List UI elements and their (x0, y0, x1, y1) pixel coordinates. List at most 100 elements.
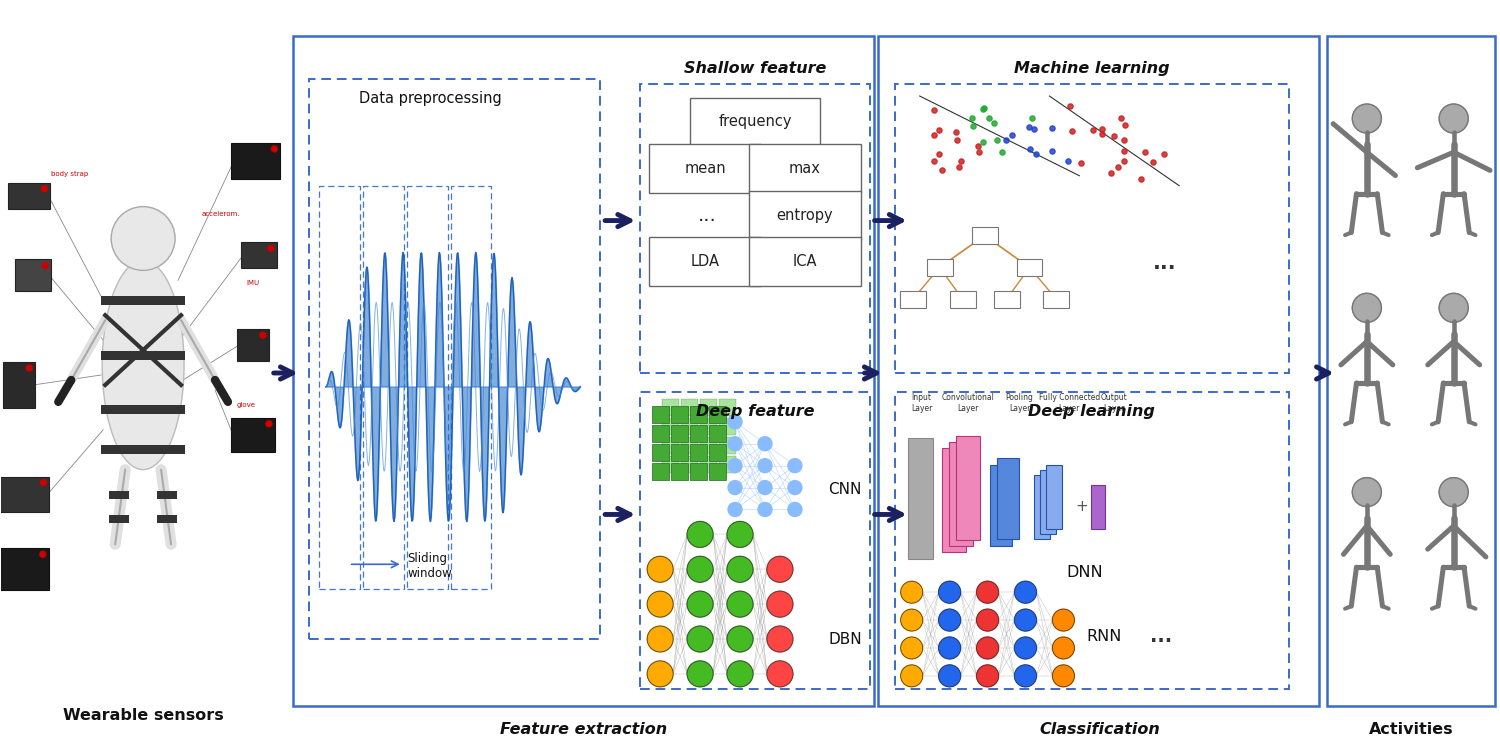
FancyBboxPatch shape (748, 191, 861, 240)
Point (976, 112, 1000, 124)
Circle shape (646, 626, 674, 652)
Circle shape (728, 503, 742, 516)
Circle shape (900, 637, 922, 659)
Bar (681, 456, 698, 472)
Circle shape (40, 480, 46, 486)
Point (970, 136, 994, 148)
FancyBboxPatch shape (15, 259, 51, 291)
Point (1082, 124, 1106, 136)
Point (922, 129, 946, 141)
Circle shape (687, 626, 712, 652)
Circle shape (728, 557, 753, 582)
Circle shape (788, 481, 802, 495)
Bar (878, 37, 1318, 706)
FancyBboxPatch shape (100, 405, 184, 414)
Text: Deep learning: Deep learning (1029, 404, 1155, 419)
Text: mean: mean (684, 161, 726, 177)
Bar (681, 399, 698, 416)
Bar (710, 406, 726, 423)
Point (966, 140, 990, 152)
Bar (690, 444, 706, 460)
Text: Wearable sensors: Wearable sensors (63, 708, 223, 723)
Bar (1035, 475, 1050, 539)
Text: +: + (1076, 499, 1088, 514)
Circle shape (42, 186, 48, 191)
Text: Feature extraction: Feature extraction (500, 722, 668, 737)
Bar (406, 186, 447, 589)
Bar (710, 463, 726, 480)
FancyBboxPatch shape (1017, 259, 1042, 276)
FancyBboxPatch shape (9, 183, 51, 209)
FancyBboxPatch shape (158, 490, 177, 498)
Point (930, 164, 954, 176)
Circle shape (900, 609, 922, 631)
Bar (1092, 484, 1106, 530)
Text: DNN: DNN (1066, 565, 1102, 580)
Point (972, 102, 996, 114)
Bar (640, 392, 870, 689)
Point (1106, 161, 1130, 173)
Circle shape (900, 665, 922, 687)
Point (927, 124, 951, 136)
Circle shape (1053, 665, 1074, 687)
Bar (700, 399, 717, 416)
Bar (710, 425, 726, 442)
Circle shape (27, 365, 33, 371)
Bar (894, 84, 1288, 373)
Bar (363, 186, 404, 589)
Circle shape (766, 557, 794, 582)
FancyBboxPatch shape (231, 418, 274, 451)
Circle shape (939, 609, 960, 631)
Bar (681, 418, 698, 435)
Circle shape (728, 459, 742, 472)
Circle shape (272, 146, 278, 152)
Point (1110, 112, 1134, 124)
Circle shape (728, 415, 742, 429)
Text: entropy: entropy (777, 208, 832, 223)
Point (1112, 134, 1136, 146)
Point (1023, 123, 1047, 135)
Bar (718, 418, 736, 435)
Point (1113, 119, 1137, 131)
Text: RNN: RNN (1086, 629, 1122, 644)
Text: accelerom.: accelerom. (201, 211, 240, 217)
Text: CNN: CNN (828, 482, 861, 497)
Circle shape (687, 592, 712, 617)
Text: LDA: LDA (690, 254, 720, 269)
Circle shape (42, 262, 48, 268)
Point (1060, 125, 1084, 137)
Circle shape (976, 609, 999, 631)
Point (1040, 145, 1064, 157)
Point (1112, 145, 1136, 157)
FancyBboxPatch shape (927, 259, 952, 276)
FancyBboxPatch shape (100, 296, 184, 305)
Circle shape (266, 421, 272, 427)
Bar (292, 37, 874, 706)
Bar (948, 442, 972, 546)
FancyBboxPatch shape (748, 237, 861, 286)
Bar (670, 444, 688, 460)
FancyBboxPatch shape (110, 490, 129, 498)
Bar (996, 457, 1018, 539)
Bar (662, 456, 680, 472)
FancyBboxPatch shape (993, 291, 1020, 308)
Circle shape (687, 522, 712, 548)
Bar (662, 418, 680, 435)
Circle shape (260, 332, 266, 338)
Bar (670, 463, 688, 480)
Point (927, 148, 951, 160)
Bar (670, 425, 688, 442)
Point (1024, 148, 1048, 160)
Text: Shallow feature: Shallow feature (684, 61, 826, 76)
Point (1089, 128, 1113, 140)
Bar (690, 406, 706, 423)
Circle shape (1438, 478, 1468, 507)
Circle shape (1353, 104, 1382, 133)
Point (1017, 143, 1041, 155)
Text: Classification: Classification (1040, 722, 1160, 737)
Bar (662, 437, 680, 454)
Point (990, 146, 1014, 158)
Circle shape (728, 661, 753, 687)
Circle shape (939, 581, 960, 603)
Bar (1328, 37, 1494, 706)
